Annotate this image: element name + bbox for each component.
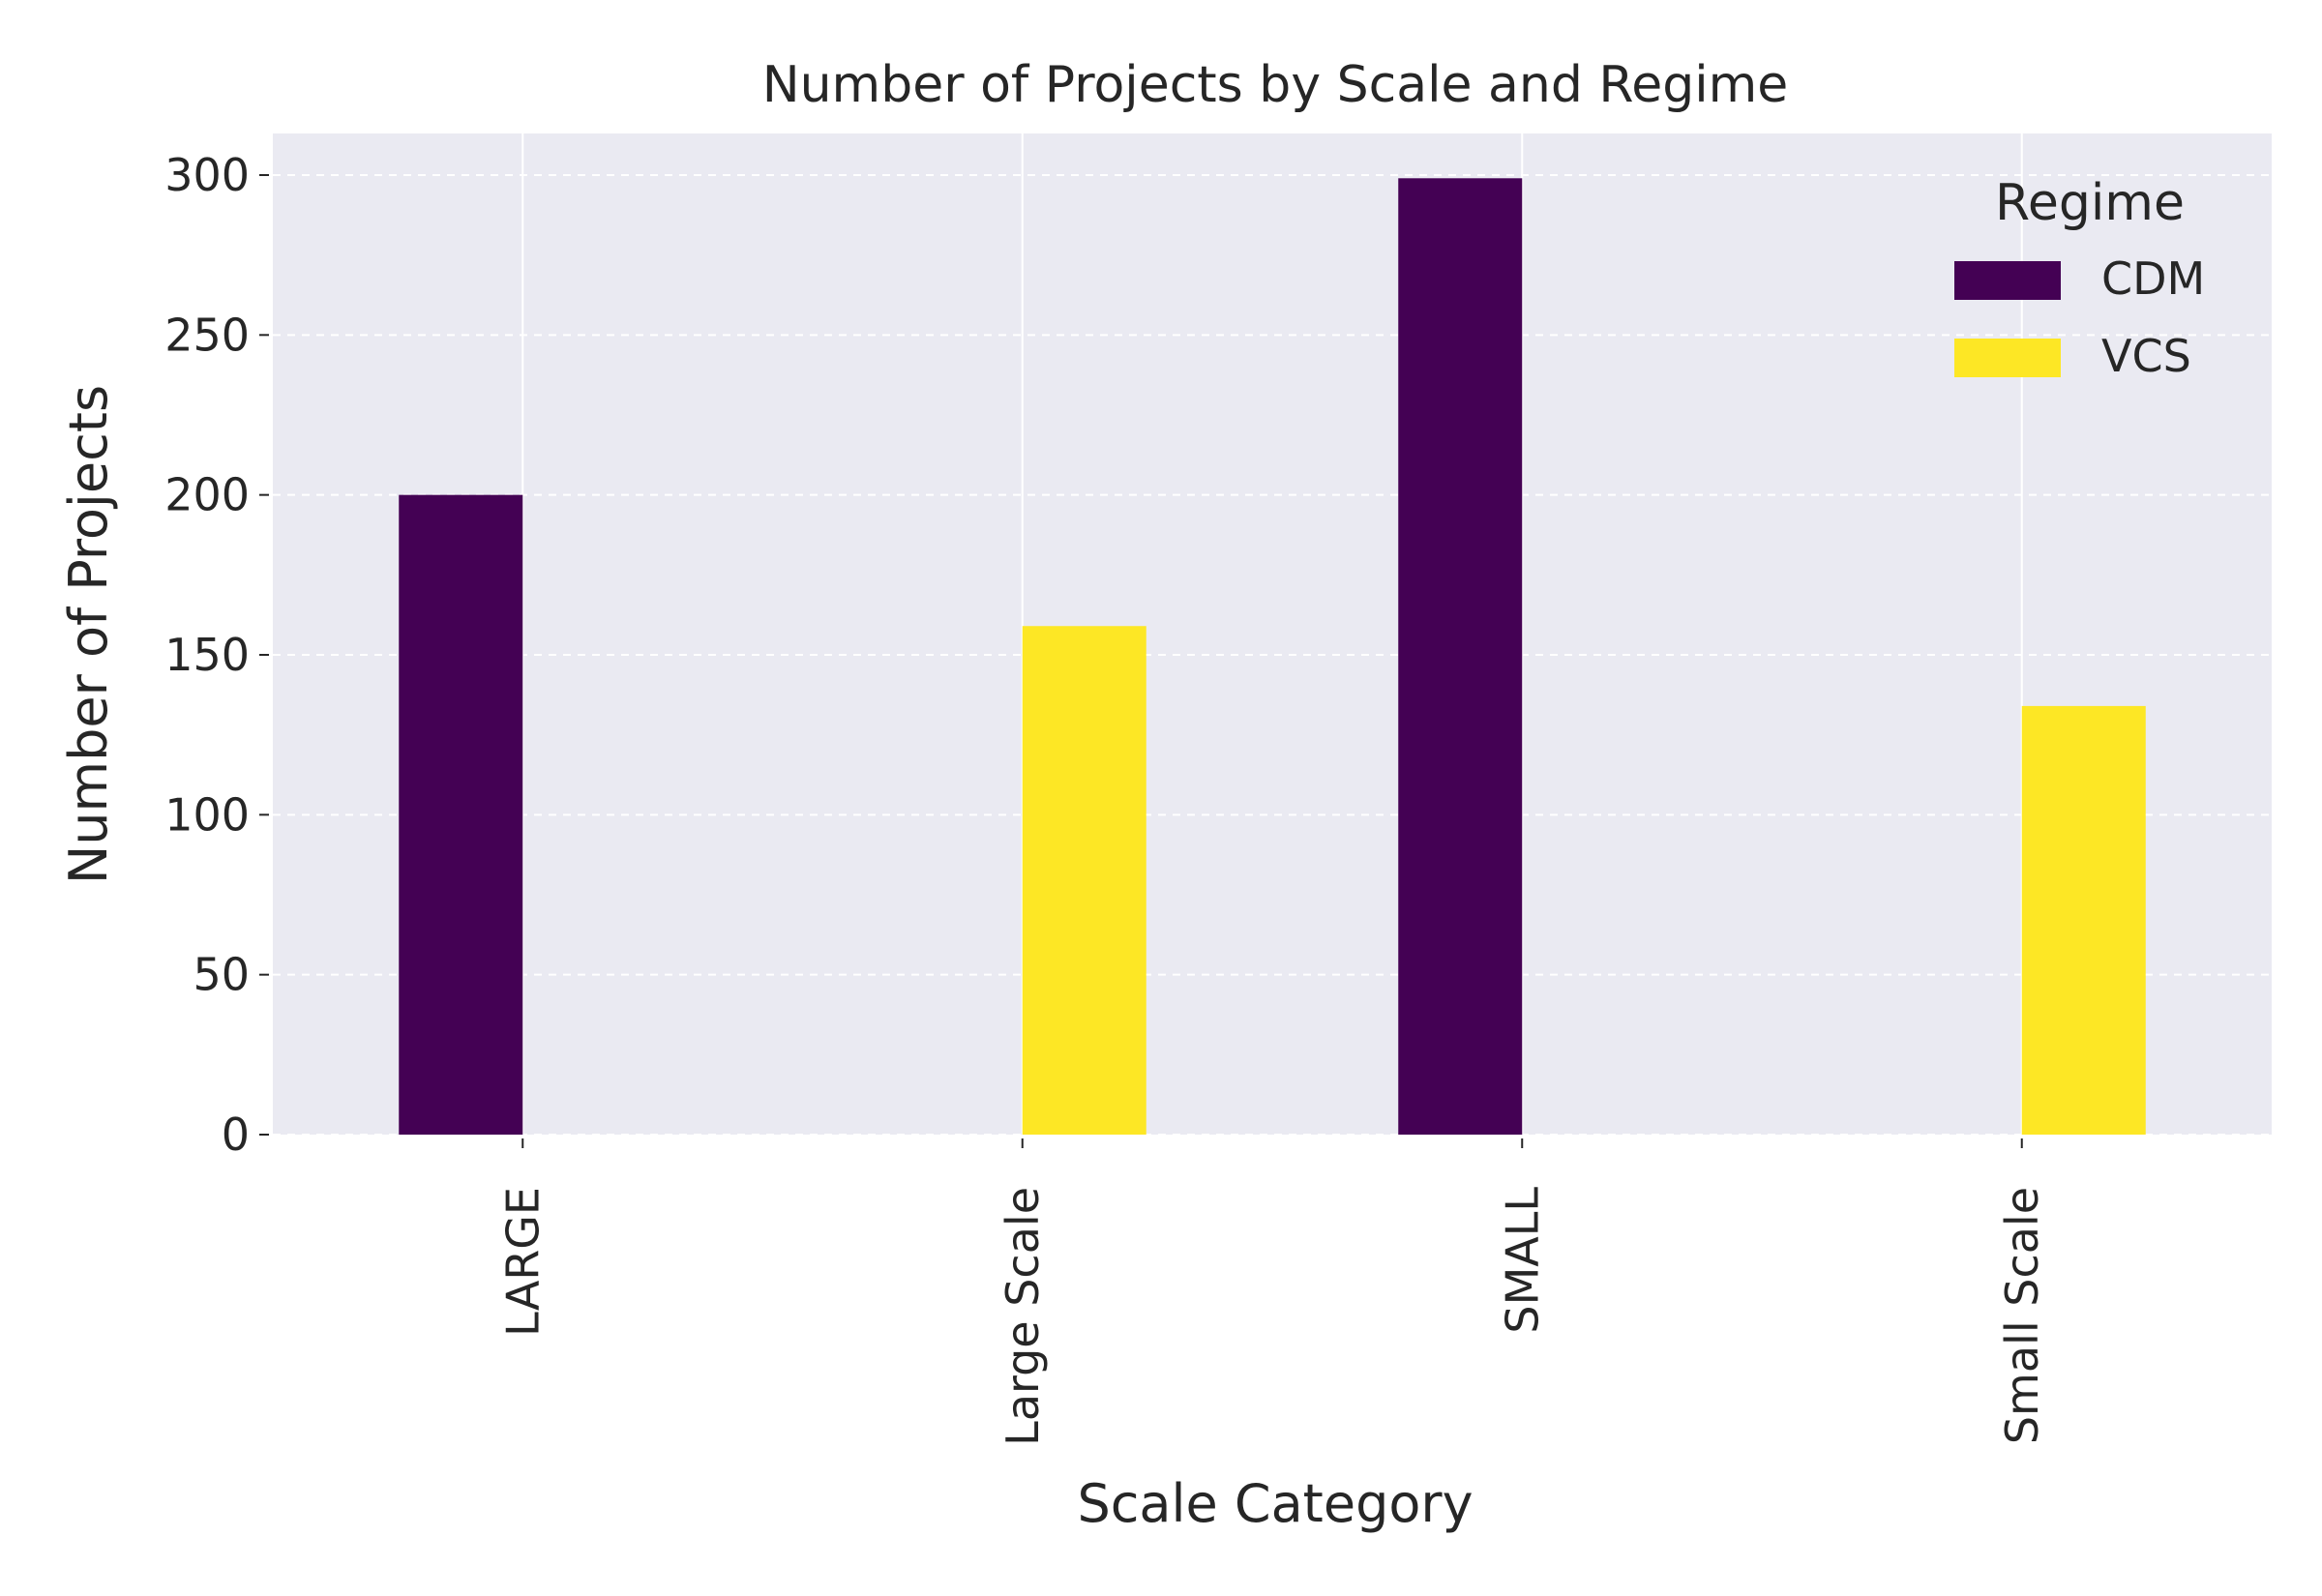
bar-cdm: [1398, 178, 1523, 1135]
legend-swatch-cdm: [1954, 261, 2061, 300]
legend-swatch-vcs: [1954, 339, 2061, 377]
x-axis-label: Scale Category: [1077, 1473, 1473, 1534]
x-tick-label: LARGE: [496, 1187, 549, 1337]
y-axis: 0 50 100 150 200 250 300: [164, 149, 269, 1161]
legend-label-cdm: CDM: [2101, 252, 2205, 305]
x-axis: LARGE Large Scale SMALL Small Scale: [496, 1138, 2048, 1446]
bars: [399, 178, 2146, 1135]
y-tick-label: 300: [164, 149, 250, 201]
y-axis-label: Number of Projects: [58, 385, 119, 884]
x-tick-label: Small Scale: [1996, 1187, 2048, 1444]
x-tick-label: SMALL: [1496, 1187, 1548, 1334]
y-tick-label: 200: [164, 469, 250, 521]
legend-title: Regime: [1995, 174, 2185, 232]
y-tick-label: 100: [164, 788, 250, 841]
y-tick-label: 0: [222, 1108, 250, 1161]
bar-vcs: [2021, 705, 2146, 1135]
x-tick-label: Large Scale: [997, 1187, 1049, 1446]
y-tick-label: 50: [193, 949, 250, 1001]
chart-title: Number of Projects by Scale and Regime: [762, 56, 1789, 114]
legend-label-vcs: VCS: [2101, 330, 2191, 382]
bar-cdm: [399, 494, 523, 1135]
y-tick-label: 250: [164, 309, 250, 361]
y-tick-label: 150: [164, 629, 250, 681]
legend: Regime CDM VCS: [1954, 174, 2205, 382]
plot-area: [273, 133, 2272, 1135]
bar-vcs: [1022, 626, 1146, 1135]
